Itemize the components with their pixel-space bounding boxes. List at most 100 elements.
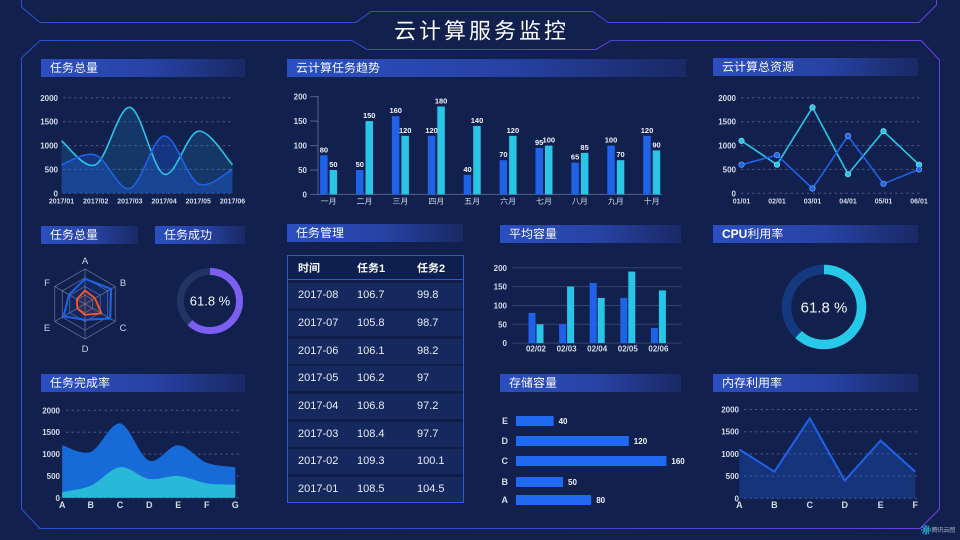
svg-text:150: 150 [363, 111, 376, 120]
svg-text:500: 500 [726, 472, 740, 481]
svg-text:01/01: 01/01 [733, 199, 751, 206]
svg-text:1500: 1500 [718, 118, 736, 127]
svg-text:500: 500 [47, 472, 61, 481]
svg-text:500: 500 [45, 165, 59, 174]
svg-text:150: 150 [494, 283, 508, 292]
svg-text:B: B [120, 278, 126, 289]
svg-text:06/01: 06/01 [910, 199, 928, 206]
svg-text:A: A [59, 500, 66, 510]
svg-text:120: 120 [634, 437, 648, 446]
svg-text:04/01: 04/01 [839, 199, 857, 206]
svg-text:120: 120 [641, 126, 654, 135]
svg-text:80: 80 [596, 496, 605, 505]
svg-text:F: F [204, 500, 210, 510]
svg-text:0: 0 [732, 189, 737, 198]
svg-text:50: 50 [329, 160, 337, 169]
svg-text:80: 80 [320, 145, 328, 154]
svg-text:70: 70 [499, 150, 507, 159]
svg-text:E: E [502, 416, 508, 426]
svg-text:50: 50 [356, 160, 364, 169]
svg-text:CPU: CPU [722, 227, 747, 241]
svg-text:02/02: 02/02 [526, 345, 547, 354]
svg-text:100: 100 [605, 136, 618, 145]
svg-text:1000: 1000 [718, 142, 736, 151]
svg-text:1500: 1500 [40, 118, 58, 127]
svg-text:2017/01: 2017/01 [49, 199, 74, 206]
svg-text:02/04: 02/04 [587, 345, 608, 354]
svg-text:C: C [117, 500, 124, 510]
svg-text:120: 120 [399, 126, 412, 135]
svg-text:100: 100 [543, 136, 556, 145]
svg-text:1500: 1500 [42, 428, 60, 437]
svg-text:2017/06: 2017/06 [220, 199, 245, 206]
svg-text:160: 160 [389, 106, 402, 115]
svg-text:A: A [82, 256, 89, 267]
svg-text:1000: 1000 [42, 450, 60, 459]
svg-text:100: 100 [294, 142, 308, 151]
svg-text:0: 0 [56, 494, 61, 503]
svg-text:1000: 1000 [721, 450, 739, 459]
svg-text:90: 90 [652, 140, 660, 149]
svg-text:C: C [502, 456, 509, 466]
svg-text:B: B [502, 477, 509, 487]
svg-text:02/05: 02/05 [618, 345, 639, 354]
svg-text:160: 160 [671, 457, 685, 466]
svg-text:2000: 2000 [40, 94, 58, 103]
svg-text:50: 50 [498, 320, 507, 329]
svg-text:61.8 %: 61.8 % [801, 299, 848, 316]
svg-text:0: 0 [503, 339, 508, 348]
svg-text:120: 120 [507, 126, 520, 135]
svg-text:70: 70 [616, 150, 624, 159]
svg-text:2017/03: 2017/03 [117, 199, 142, 206]
svg-text:0: 0 [303, 190, 308, 199]
svg-text:02/06: 02/06 [648, 345, 669, 354]
svg-text:B: B [88, 500, 95, 510]
svg-text:02/03: 02/03 [557, 345, 578, 354]
svg-text:50: 50 [568, 478, 577, 487]
svg-text:03/01: 03/01 [804, 199, 822, 206]
svg-text:180: 180 [435, 97, 448, 106]
svg-text:65: 65 [571, 153, 579, 162]
svg-text:A: A [502, 495, 509, 505]
svg-text:500: 500 [723, 165, 737, 174]
svg-text:2: 2 [439, 263, 445, 275]
svg-text:D: D [146, 500, 153, 510]
svg-text:85: 85 [580, 143, 588, 152]
svg-text:1000: 1000 [40, 142, 58, 151]
svg-text:2000: 2000 [42, 406, 60, 415]
svg-text:120: 120 [425, 126, 438, 135]
svg-text:0: 0 [735, 494, 740, 503]
svg-text:2017/05: 2017/05 [186, 199, 211, 206]
svg-text:E: E [44, 323, 50, 334]
svg-text:B: B [771, 500, 778, 510]
svg-text:E: E [175, 500, 181, 510]
svg-text:200: 200 [294, 93, 308, 102]
svg-text:D: D [82, 344, 89, 355]
svg-text:C: C [806, 500, 813, 510]
svg-text:2000: 2000 [721, 406, 739, 415]
svg-text:2017/02: 2017/02 [83, 199, 108, 206]
svg-text:150: 150 [294, 117, 308, 126]
svg-text:140: 140 [471, 116, 484, 125]
svg-text:F: F [913, 500, 919, 510]
svg-text:1: 1 [379, 263, 385, 275]
svg-text:A: A [736, 500, 743, 510]
svg-text:40: 40 [559, 417, 568, 426]
svg-text:40: 40 [463, 165, 471, 174]
svg-text:50: 50 [298, 166, 307, 175]
svg-text:95: 95 [535, 138, 543, 147]
svg-text:0: 0 [54, 189, 59, 198]
svg-text:D: D [502, 436, 509, 446]
svg-text:1500: 1500 [721, 428, 739, 437]
svg-text:D: D [841, 500, 848, 510]
svg-text:2017/04: 2017/04 [151, 199, 176, 206]
svg-text:61.8 %: 61.8 % [190, 294, 231, 309]
svg-text:E: E [878, 500, 884, 510]
svg-text:100: 100 [494, 302, 508, 311]
svg-text:200: 200 [494, 264, 508, 273]
svg-text:G: G [232, 500, 239, 510]
svg-text:02/01: 02/01 [768, 199, 786, 206]
svg-text:2000: 2000 [718, 94, 736, 103]
svg-text:05/01: 05/01 [875, 199, 893, 206]
svg-text:F: F [44, 278, 50, 289]
